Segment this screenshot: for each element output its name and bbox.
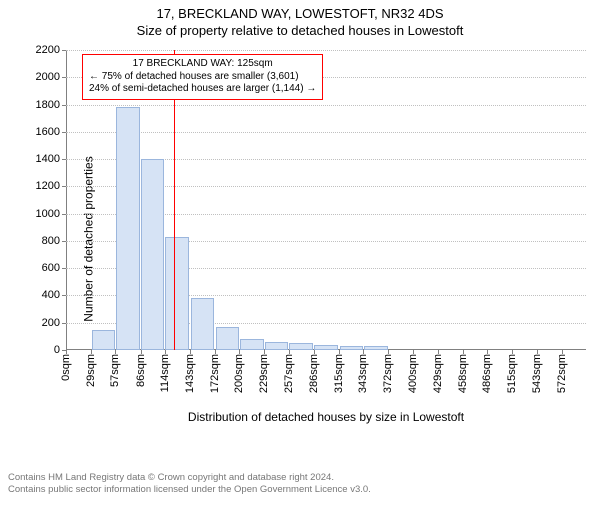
xtick-label: 200sqm: [233, 354, 245, 393]
xtick-label: 572sqm: [556, 354, 568, 393]
histogram-bar: [265, 342, 288, 350]
gridline-h: [66, 132, 586, 133]
ytick-label: 1600: [36, 126, 66, 138]
ytick-label: 1800: [36, 99, 66, 111]
footer-attribution: Contains HM Land Registry data © Crown c…: [8, 472, 592, 496]
ytick-label: 600: [42, 262, 66, 274]
histogram-bar: [141, 159, 164, 350]
xtick-label: 543sqm: [531, 354, 543, 393]
page-title-line1: 17, BRECKLAND WAY, LOWESTOFT, NR32 4DS: [0, 6, 600, 21]
histogram-bar: [340, 346, 363, 350]
xtick-label: 114sqm: [159, 354, 171, 392]
footer-line-1: Contains HM Land Registry data © Crown c…: [8, 472, 592, 484]
x-axis-label: Distribution of detached houses by size …: [66, 410, 586, 424]
y-axis-line: [66, 50, 67, 350]
ytick-label: 400: [42, 289, 66, 301]
xtick-label: 400sqm: [407, 354, 419, 393]
xtick-label: 486sqm: [481, 354, 493, 393]
xtick-label: 29sqm: [85, 354, 97, 387]
histogram-bar: [165, 237, 189, 350]
histogram-bar: [116, 107, 140, 350]
annotation-line: 17 BRECKLAND WAY: 125sqm: [89, 58, 316, 71]
xtick-label: 515sqm: [506, 354, 518, 393]
xtick-label: 86sqm: [135, 354, 147, 387]
histogram-plot: 0200400600800100012001400160018002000220…: [66, 50, 586, 350]
ytick-label: 1200: [36, 180, 66, 192]
histogram-bar: [216, 327, 239, 350]
histogram-bar: [364, 346, 388, 350]
ytick-label: 2200: [36, 44, 66, 56]
annotation-line: ← 75% of detached houses are smaller (3,…: [89, 71, 316, 84]
xtick-label: 429sqm: [432, 354, 444, 393]
histogram-bar: [314, 345, 338, 350]
page-title-line2: Size of property relative to detached ho…: [0, 23, 600, 38]
ytick-label: 800: [42, 235, 66, 247]
xtick-label: 257sqm: [283, 354, 295, 393]
chart-container: Number of detached properties 0200400600…: [0, 44, 600, 434]
xtick-label: 286sqm: [308, 354, 320, 393]
xtick-label: 458sqm: [457, 354, 469, 393]
ytick-label: 1000: [36, 208, 66, 220]
xtick-label: 0sqm: [60, 354, 72, 381]
histogram-bar: [92, 330, 115, 350]
xtick-label: 372sqm: [382, 354, 394, 393]
xtick-label: 315sqm: [333, 354, 345, 393]
ytick-label: 200: [42, 317, 66, 329]
gridline-h: [66, 105, 586, 106]
xtick-label: 57sqm: [109, 354, 121, 387]
annotation-line: 24% of semi-detached houses are larger (…: [89, 83, 316, 96]
ytick-label: 1400: [36, 153, 66, 165]
annotation-box: 17 BRECKLAND WAY: 125sqm← 75% of detache…: [82, 54, 323, 100]
xtick-label: 172sqm: [209, 354, 221, 393]
footer-line-2: Contains public sector information licen…: [8, 484, 592, 496]
gridline-h: [66, 50, 586, 51]
xtick-label: 229sqm: [258, 354, 270, 393]
xtick-label: 343sqm: [357, 354, 369, 393]
histogram-bar: [191, 298, 215, 350]
histogram-bar: [240, 339, 264, 350]
xtick-label: 143sqm: [184, 354, 196, 393]
histogram-bar: [289, 343, 313, 350]
ytick-label: 2000: [36, 71, 66, 83]
